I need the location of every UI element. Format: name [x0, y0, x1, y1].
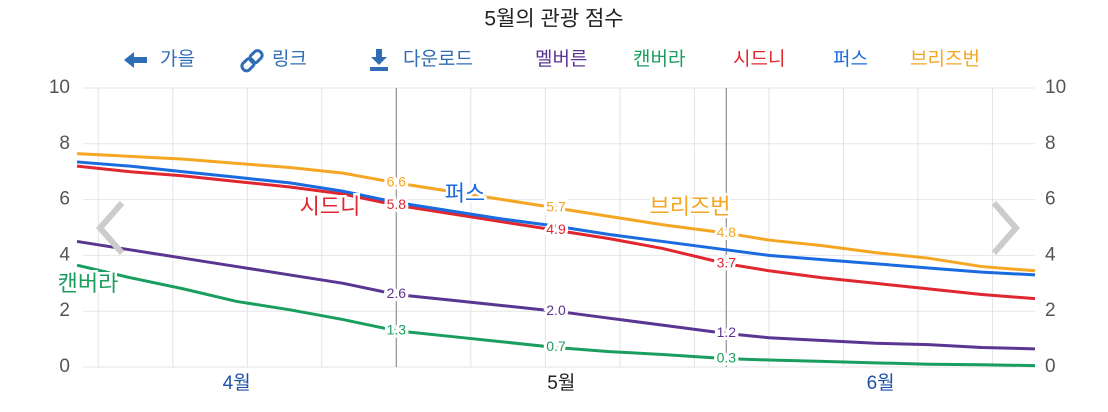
- series-name-label: 브리즈번: [650, 194, 731, 219]
- data-label: 2.6: [387, 285, 407, 301]
- series-name-label: 퍼스: [445, 181, 485, 206]
- x-tick-label: 4월: [223, 372, 251, 394]
- data-label: 4.9: [546, 221, 566, 237]
- data-label: 5.7: [546, 199, 566, 215]
- data-label: 5.8: [387, 196, 407, 212]
- y-tick-label: 6: [59, 189, 70, 210]
- plot-area: 0 0 2 2 4 4 6 6 8 8 10 10 4월 5월 6월 2.6 2.0 1.2 1.3 0.7 0.3 5.…: [49, 77, 1066, 394]
- y2-tick-label: 4: [1045, 244, 1056, 265]
- series-line: [76, 160, 1036, 277]
- download-icon[interactable]: [370, 49, 388, 71]
- y2-tick-label: 10: [1045, 77, 1066, 98]
- toolbar: 가을 링크 다운로드: [124, 48, 473, 73]
- back-icon[interactable]: [124, 52, 147, 68]
- legend-item[interactable]: 시드니: [733, 48, 785, 70]
- legend-item[interactable]: 캔버라: [633, 48, 685, 70]
- data-label: 3.7: [717, 254, 737, 270]
- x-tick-label: 6월: [867, 372, 895, 394]
- series-line: [76, 152, 1036, 273]
- data-label: 2.0: [546, 302, 566, 318]
- y-tick-label: 4: [59, 244, 70, 265]
- toolbar-button[interactable]: 링크: [272, 48, 307, 70]
- data-label: 0.3: [717, 349, 737, 365]
- toolbar-button[interactable]: 다운로드: [403, 48, 473, 70]
- data-label: 0.7: [546, 338, 566, 354]
- y2-tick-label: 8: [1045, 133, 1056, 154]
- toolbar-button[interactable]: 가을: [160, 48, 195, 70]
- prev-arrow[interactable]: [96, 201, 125, 255]
- data-label: 4.8: [717, 224, 737, 240]
- data-label: 6.6: [387, 174, 407, 190]
- y-tick-label: 0: [59, 356, 70, 377]
- y-tick-label: 2: [59, 300, 70, 321]
- series-name-label: 시드니: [300, 194, 361, 219]
- series-line: [76, 263, 1036, 368]
- legend-item[interactable]: 브리즈번: [910, 48, 980, 70]
- y2-tick-label: 2: [1045, 300, 1056, 321]
- legend-item[interactable]: 퍼스: [833, 48, 868, 70]
- legend: 멜버른 캔버라 시드니 퍼스 브리즈번: [535, 48, 980, 70]
- next-arrow[interactable]: [991, 201, 1020, 255]
- y-tick-label: 10: [49, 77, 70, 98]
- chart-title: 5월의 관광 점수: [484, 8, 623, 31]
- series-line: [76, 164, 1036, 301]
- data-label: 1.2: [717, 324, 737, 340]
- x-tick-label: 5월: [547, 372, 575, 394]
- link-icon[interactable]: [240, 49, 264, 73]
- series-name-label: 캔버라: [58, 271, 119, 296]
- data-label: 1.3: [387, 321, 407, 337]
- legend-item[interactable]: 멜버른: [535, 48, 587, 70]
- y2-tick-label: 0: [1045, 356, 1056, 377]
- y-tick-label: 8: [59, 133, 70, 154]
- series-line: [76, 239, 1036, 351]
- y2-tick-label: 6: [1045, 189, 1056, 210]
